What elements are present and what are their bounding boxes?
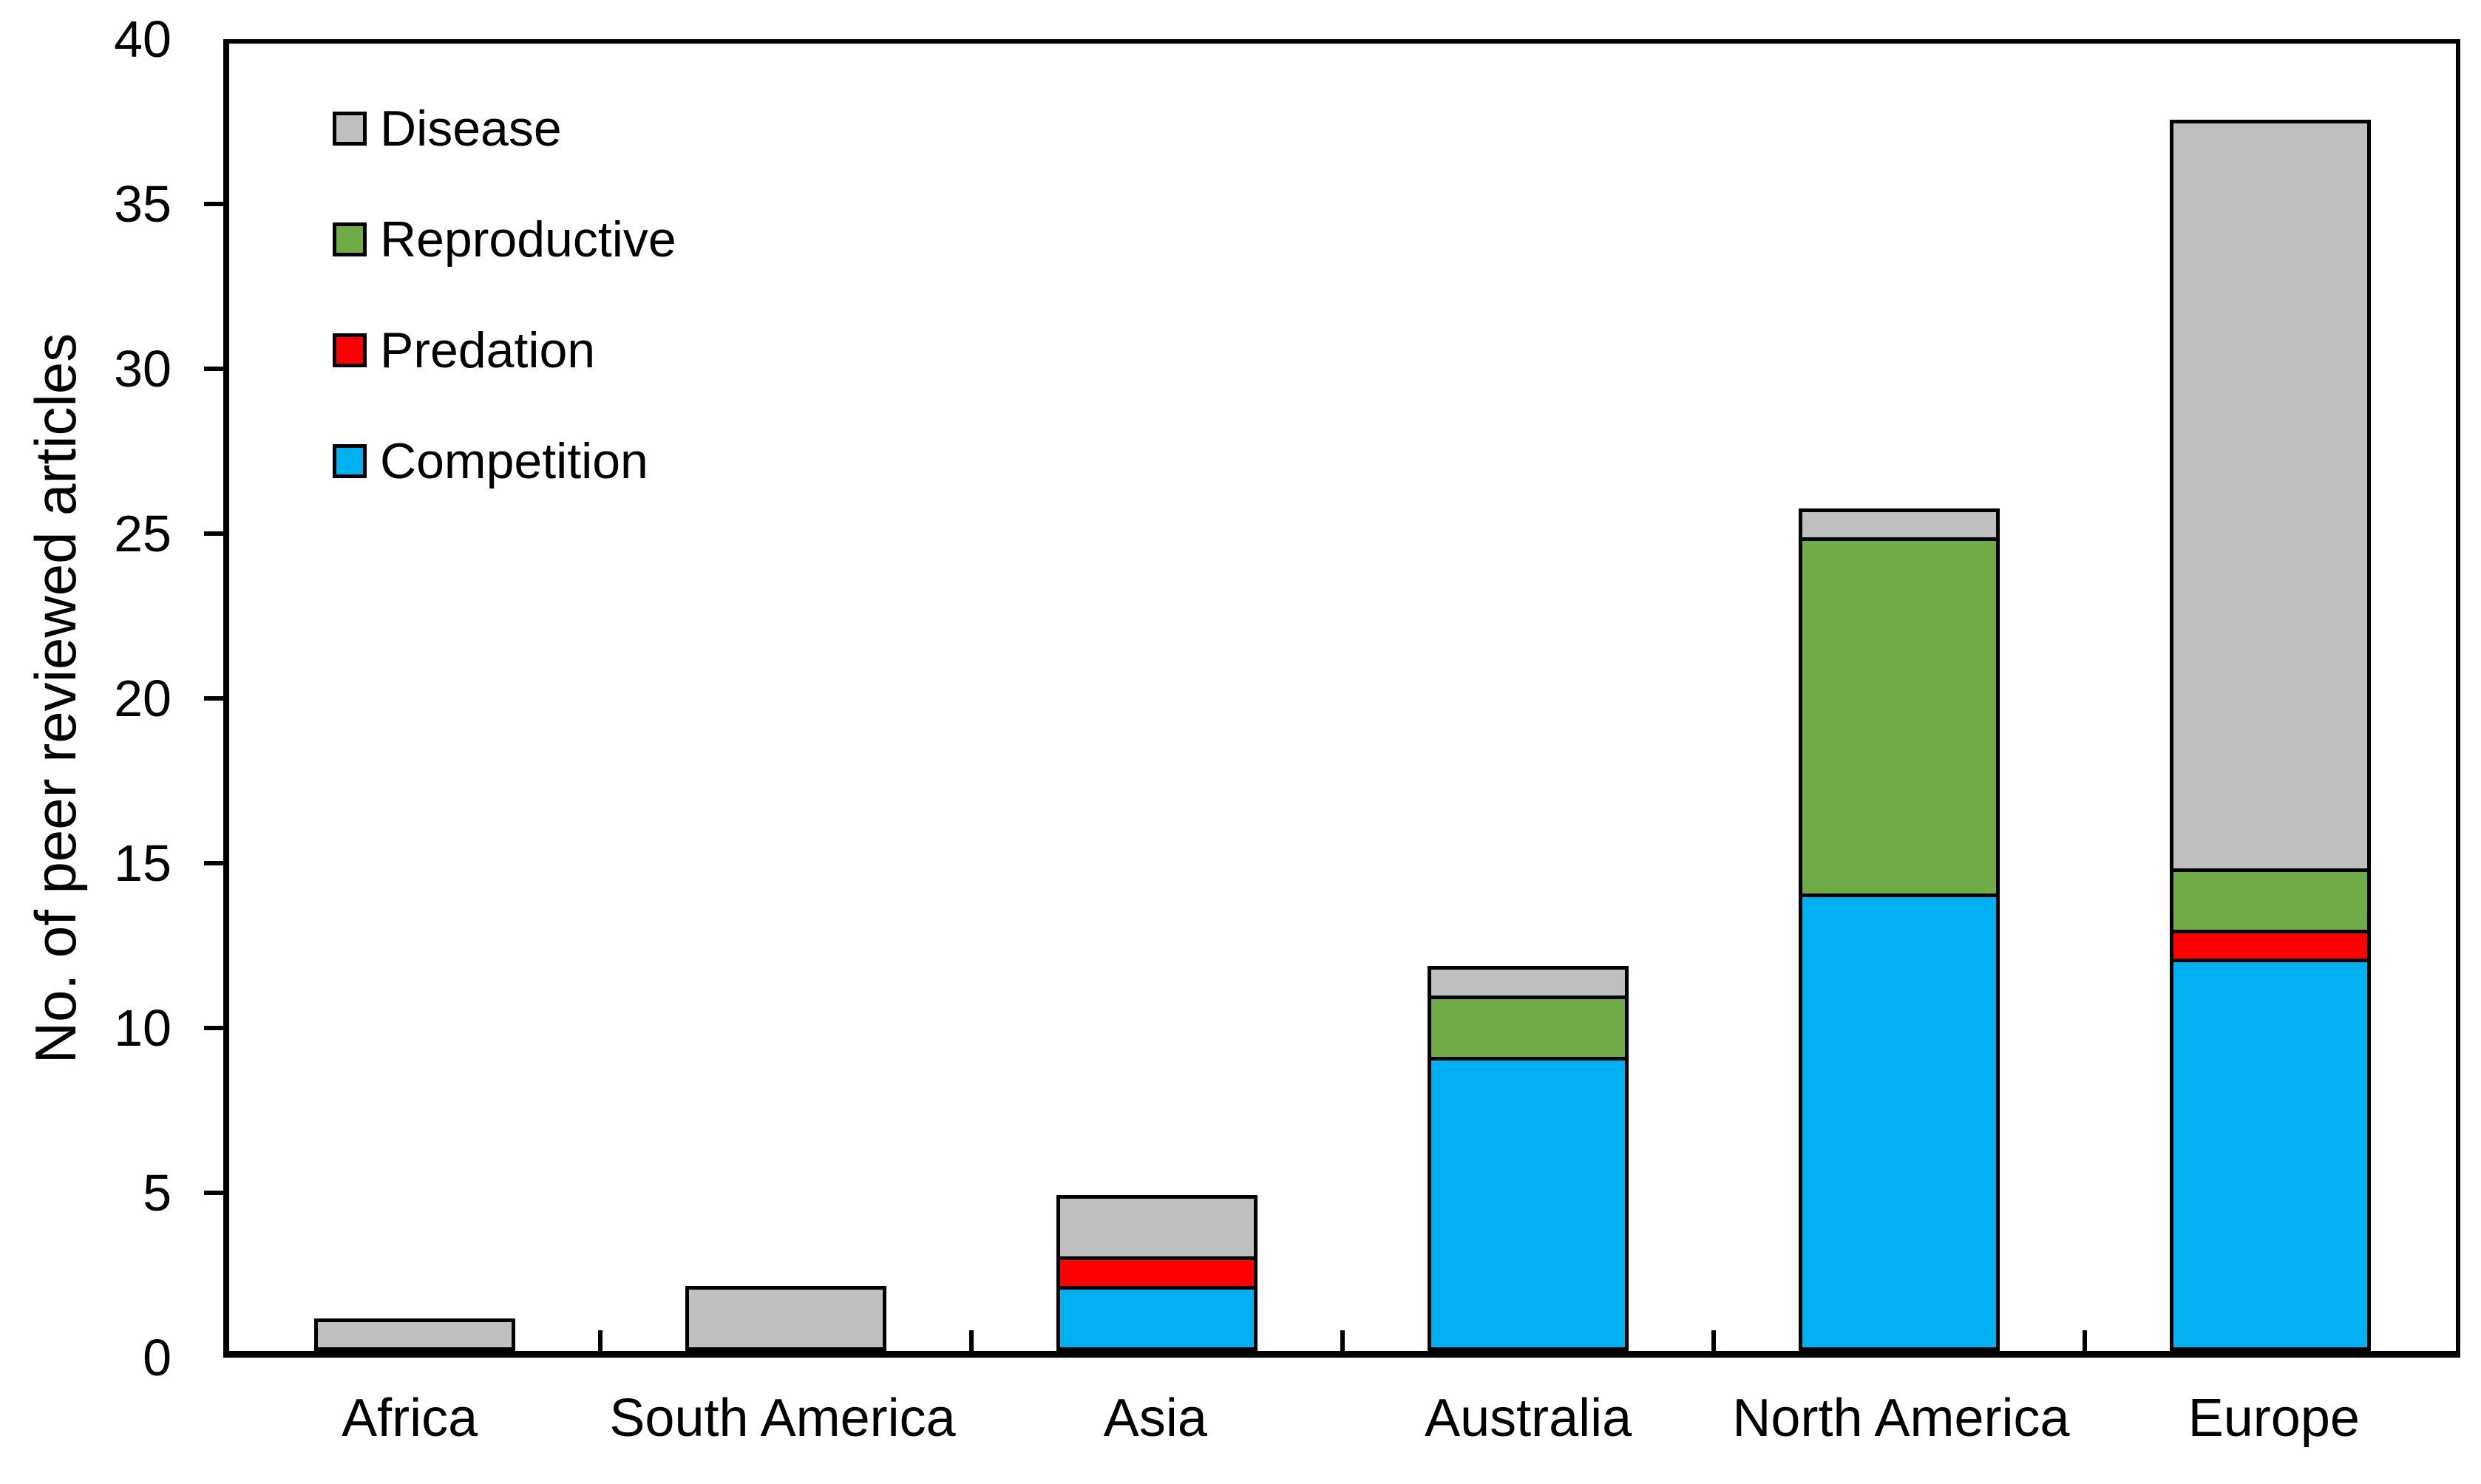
y-tick-label-10: 10	[114, 999, 172, 1057]
bars-container	[229, 44, 2456, 1351]
bar-north-america	[1714, 44, 2085, 1351]
y-axis-tick-35	[204, 202, 223, 206]
bar-segment-asia-competition	[1056, 1285, 1258, 1351]
legend-item-reproductive: Reproductive	[333, 214, 676, 265]
plot-area: Disease Reproductive Predation Competition	[223, 39, 2460, 1358]
x-category-label-africa: Africa	[342, 1389, 478, 1448]
x-category-label-australia: Australia	[1425, 1389, 1632, 1448]
bar-segment-south-america-disease	[685, 1285, 886, 1351]
x-category-label-europe: Europe	[2188, 1389, 2360, 1448]
legend-item-competition: Competition	[333, 436, 676, 486]
legend-item-disease: Disease	[333, 103, 676, 154]
bar-south-america	[600, 44, 971, 1351]
y-axis-tick-20	[204, 696, 223, 701]
legend-swatch-competition-icon	[333, 444, 367, 478]
bar-africa	[229, 44, 600, 1351]
y-tick-label-40: 40	[114, 10, 172, 68]
x-axis-tick-3	[1340, 1330, 1345, 1351]
legend-label-predation: Predation	[380, 322, 596, 378]
bar-segment-europe-disease	[2170, 120, 2371, 872]
x-axis-tick-2	[969, 1330, 974, 1351]
bar-segment-europe-competition	[2170, 959, 2371, 1351]
legend-swatch-reproductive-icon	[333, 222, 367, 256]
bar-segment-asia-disease	[1056, 1194, 1258, 1261]
bar-segment-asia-predation	[1056, 1256, 1258, 1290]
x-category-label-asia: Asia	[1103, 1389, 1207, 1448]
y-tick-label-0: 0	[143, 1329, 172, 1386]
y-axis-tick-30	[204, 367, 223, 371]
legend-swatch-disease-icon	[333, 112, 367, 146]
y-tick-label-5: 5	[143, 1164, 172, 1222]
y-tick-label-20: 20	[114, 670, 172, 727]
x-axis-tick-1	[598, 1330, 603, 1351]
bar-asia	[971, 44, 1343, 1351]
legend-label-reproductive: Reproductive	[380, 211, 676, 268]
bar-segment-africa-disease	[314, 1318, 515, 1351]
y-tick-label-35: 35	[114, 175, 172, 233]
bar-segment-europe-predation	[2170, 930, 2371, 963]
legend: Disease Reproductive Predation Competition	[333, 103, 676, 555]
x-axis-tick-5	[2083, 1330, 2087, 1351]
bar-europe	[2085, 44, 2456, 1351]
x-axis-tick-4	[1711, 1330, 1716, 1351]
y-axis-tick-5	[204, 1191, 223, 1195]
bar-segment-north-america-disease	[1799, 508, 2000, 542]
bar-segment-australia-disease	[1428, 966, 1629, 999]
bar-segment-australia-reproductive	[1428, 995, 1629, 1061]
legend-item-predation: Predation	[333, 325, 676, 375]
y-axis-tick-10	[204, 1026, 223, 1030]
y-axis-tick-25	[204, 531, 223, 536]
x-category-label-north-america: North America	[1732, 1389, 2070, 1448]
y-tick-label-15: 15	[114, 834, 172, 892]
legend-label-disease: Disease	[380, 101, 562, 157]
y-tick-label-30: 30	[114, 340, 172, 398]
bar-segment-europe-reproductive	[2170, 868, 2371, 934]
bar-australia	[1343, 44, 1714, 1351]
bar-segment-north-america-competition	[1799, 893, 2000, 1351]
bar-segment-australia-competition	[1428, 1056, 1629, 1351]
x-category-label-south-america: South America	[609, 1389, 956, 1448]
legend-label-competition: Competition	[380, 433, 648, 489]
bar-segment-north-america-reproductive	[1799, 537, 2000, 897]
legend-swatch-predation-icon	[333, 333, 367, 367]
y-tick-label-25: 25	[114, 505, 172, 562]
y-axis-tick-15	[204, 861, 223, 865]
